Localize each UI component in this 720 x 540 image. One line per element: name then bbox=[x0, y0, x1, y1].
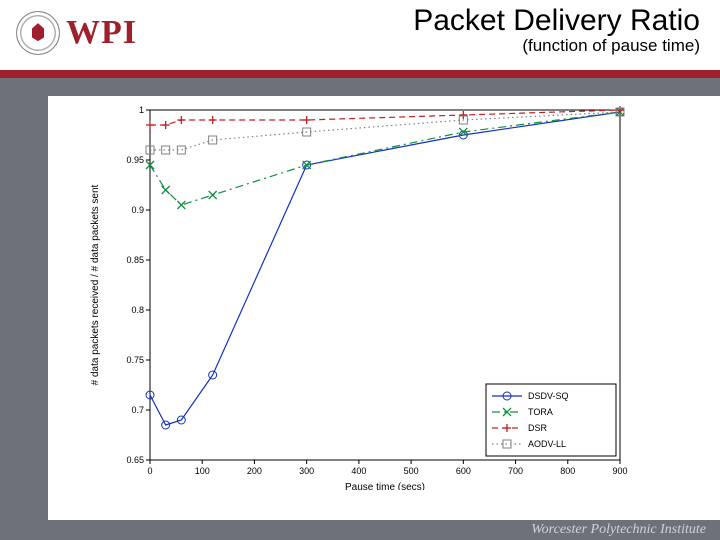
x-tick-label: 400 bbox=[351, 466, 366, 476]
y-tick-label: 0.65 bbox=[126, 455, 144, 465]
y-tick-label: 0.95 bbox=[126, 155, 144, 165]
y-tick-label: 0.85 bbox=[126, 255, 144, 265]
x-tick-label: 100 bbox=[195, 466, 210, 476]
wpi-seal-icon bbox=[16, 11, 60, 55]
x-tick-label: 700 bbox=[508, 466, 523, 476]
page-subtitle: (function of pause time) bbox=[413, 36, 700, 56]
accent-bar-gray bbox=[0, 78, 720, 96]
x-tick-label: 200 bbox=[247, 466, 262, 476]
x-tick-label: 900 bbox=[612, 466, 627, 476]
x-tick-label: 500 bbox=[404, 466, 419, 476]
y-tick-label: 0.8 bbox=[131, 305, 144, 315]
x-tick-label: 0 bbox=[147, 466, 152, 476]
title-block: Packet Delivery Ratio (function of pause… bbox=[413, 4, 700, 56]
x-tick-label: 800 bbox=[560, 466, 575, 476]
accent-bar-red bbox=[0, 70, 720, 78]
y-axis-label: # data packets received / # data packets… bbox=[90, 184, 101, 385]
y-tick-label: 1 bbox=[139, 105, 144, 115]
x-axis-label: Pause time (secs) bbox=[345, 482, 425, 490]
x-tick-label: 600 bbox=[456, 466, 471, 476]
wpi-logo-text: WPI bbox=[66, 14, 137, 52]
y-tick-label: 0.9 bbox=[131, 205, 144, 215]
series-dsdv bbox=[150, 112, 620, 425]
x-tick-label: 300 bbox=[299, 466, 314, 476]
left-sidebar bbox=[0, 96, 48, 520]
delivery-ratio-chart: 0 100 200 300 400 500 600 700 800 900 0.65 0.7 0.75 0… bbox=[80, 100, 640, 490]
legend-label: DSR bbox=[528, 423, 548, 433]
page-title: Packet Delivery Ratio bbox=[413, 4, 700, 38]
legend-label: AODV-LL bbox=[528, 439, 566, 449]
footer: Worcester Polytechnic Institute bbox=[0, 520, 720, 540]
series-tora bbox=[150, 112, 620, 205]
legend-label: TORA bbox=[528, 407, 553, 417]
header: WPI Packet Delivery Ratio (function of p… bbox=[0, 0, 720, 78]
y-tick-label: 0.75 bbox=[126, 355, 144, 365]
wpi-logo: WPI bbox=[16, 8, 176, 58]
footer-text: Worcester Polytechnic Institute bbox=[531, 522, 706, 537]
slide-root: WPI Packet Delivery Ratio (function of p… bbox=[0, 0, 720, 540]
y-tick-label: 0.7 bbox=[131, 405, 144, 415]
legend-label: DSDV-SQ bbox=[528, 391, 569, 401]
marker-square-icon bbox=[177, 146, 185, 154]
chart-container: 0 100 200 300 400 500 600 700 800 900 0.65 0.7 0.75 0… bbox=[80, 100, 640, 490]
